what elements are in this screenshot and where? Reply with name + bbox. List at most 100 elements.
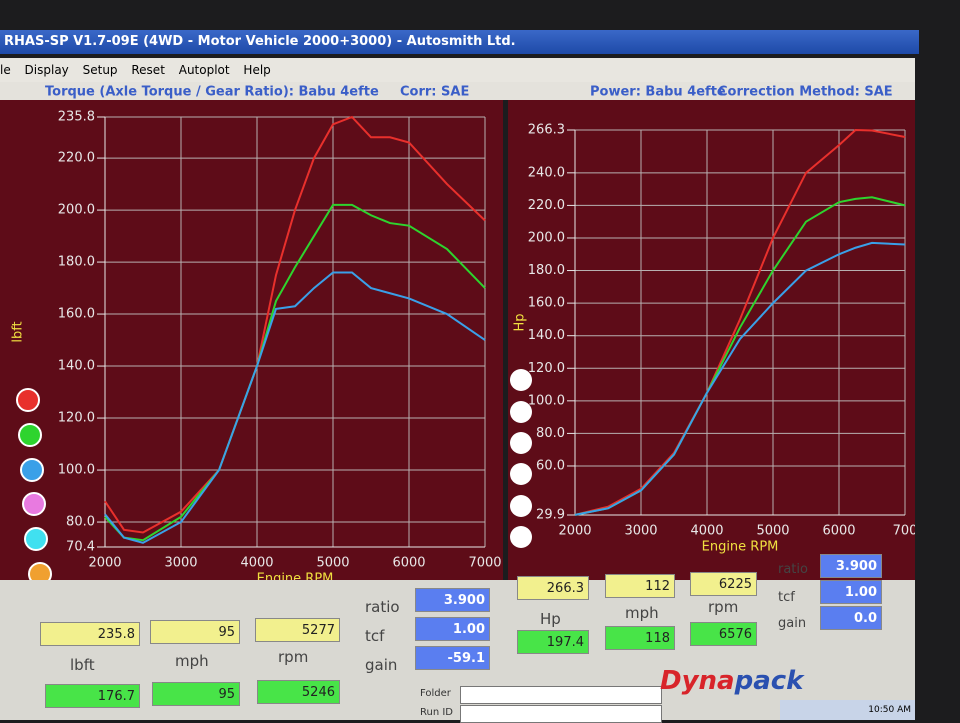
setting-label: ratio xyxy=(778,562,808,577)
y-tick-label: 140.0 xyxy=(58,359,95,374)
chart-title: Power: Babu 4efte xyxy=(590,85,726,100)
legend-dot[interactable] xyxy=(510,432,532,454)
y-tick-label: 180.0 xyxy=(528,263,565,278)
legend-dot[interactable] xyxy=(510,369,532,391)
x-tick-label: 3000 xyxy=(624,524,657,539)
y-tick-label: 160.0 xyxy=(58,307,95,322)
y-tick-label: 100.0 xyxy=(528,393,565,408)
legend-dot[interactable] xyxy=(510,463,532,485)
readout-label: mph xyxy=(175,652,209,670)
readout: 5277 xyxy=(255,618,340,642)
setting-label: tcf xyxy=(365,627,385,645)
x-tick-label: 7000 xyxy=(468,556,501,571)
y-tick-label: 200.0 xyxy=(58,203,95,218)
readout: 112 xyxy=(605,574,675,598)
y-tick-label: 80.0 xyxy=(536,426,565,441)
charts: Torque (Axle Torque / Gear Ratio): Babu … xyxy=(0,82,915,580)
y-tick-label: 70.4 xyxy=(66,540,95,555)
menu-bar: le Display Setup Reset Autoplot Help xyxy=(0,58,915,82)
y-tick-label: 220.0 xyxy=(528,198,565,213)
chart-subtitle: Correction Method: SAE xyxy=(718,85,893,100)
y-tick-label: 140.0 xyxy=(528,328,565,343)
legend-dot[interactable] xyxy=(510,401,532,423)
clock: 10:50 AM xyxy=(868,705,911,715)
y-tick-label: 235.8 xyxy=(58,110,95,125)
setting-label: ratio xyxy=(365,598,400,616)
setting-value[interactable]: -59.1 xyxy=(415,646,490,670)
readout: 95 xyxy=(152,682,240,706)
setting-value[interactable]: 1.00 xyxy=(415,617,490,641)
plot-background xyxy=(0,100,503,580)
y-tick-label: 120.0 xyxy=(58,411,95,426)
readout: 266.3 xyxy=(517,576,589,600)
setting-value[interactable]: 0.0 xyxy=(820,606,882,630)
x-axis-label: Engine RPM xyxy=(257,572,334,581)
legend-dot[interactable] xyxy=(28,562,52,580)
x-tick-label: 4000 xyxy=(240,556,273,571)
chart-header xyxy=(0,82,915,100)
legend-dot[interactable] xyxy=(510,495,532,517)
y-tick-label: 29.9 xyxy=(536,508,565,523)
setting-label: tcf xyxy=(778,590,795,605)
x-tick-label: 5000 xyxy=(316,556,349,571)
legend-dot[interactable] xyxy=(18,423,42,447)
text-input[interactable] xyxy=(460,686,662,704)
legend-dot[interactable] xyxy=(20,458,44,482)
legend-dot[interactable] xyxy=(24,527,48,551)
y-tick-label: 80.0 xyxy=(66,515,95,530)
y-tick-label: 160.0 xyxy=(528,296,565,311)
readout: 95 xyxy=(150,620,240,644)
logo-part: Dyna xyxy=(660,666,735,696)
readout-label: rpm xyxy=(708,598,739,616)
series-line xyxy=(104,115,486,534)
readout-label: mph xyxy=(625,604,659,622)
y-axis-label: Hp xyxy=(513,313,528,331)
setting-value[interactable]: 3.900 xyxy=(415,588,490,612)
series-line xyxy=(104,271,486,544)
logo-part: pack xyxy=(734,666,804,696)
y-tick-label: 100.0 xyxy=(58,463,95,478)
legend-dot[interactable] xyxy=(16,388,40,412)
readout: 5246 xyxy=(257,680,340,704)
setting-value[interactable]: 3.900 xyxy=(820,554,882,578)
readout-panel: 235.8 95 5277 lbft mph rpm 176.7 95 5246… xyxy=(0,554,915,723)
chart-subtitle: Corr: SAE xyxy=(400,85,469,100)
readout: 118 xyxy=(605,626,675,650)
y-tick-label: 240.0 xyxy=(528,165,565,180)
x-tick-label: 700 xyxy=(893,524,915,539)
taskbar: 10:50 AM xyxy=(780,700,915,720)
x-tick-label: 4000 xyxy=(690,524,723,539)
x-tick-label: 6000 xyxy=(822,524,855,539)
plot-background xyxy=(508,100,915,580)
y-tick-label: 120.0 xyxy=(528,361,565,376)
legend-dot[interactable] xyxy=(22,492,46,516)
readout: 235.8 xyxy=(40,622,140,646)
x-tick-label: 5000 xyxy=(756,524,789,539)
series-line xyxy=(574,241,906,516)
series-line xyxy=(104,203,486,542)
x-tick-label: 3000 xyxy=(164,556,197,571)
y-axis-label: lbft xyxy=(11,321,26,342)
setting-value[interactable]: 1.00 xyxy=(820,580,882,604)
legend-dot[interactable] xyxy=(510,526,532,548)
setting-label: gain xyxy=(778,616,807,631)
x-tick-label: 6000 xyxy=(392,556,425,571)
menu-item[interactable]: Display xyxy=(24,63,69,77)
logo: Dynapack xyxy=(660,666,803,696)
menu-item[interactable]: Autoplot xyxy=(178,63,230,77)
readout: 6225 xyxy=(690,572,757,596)
x-tick-label: 2000 xyxy=(88,556,121,571)
x-axis-label: Engine RPM xyxy=(702,540,779,555)
menu-item[interactable]: le xyxy=(0,63,11,77)
setting-label: gain xyxy=(365,656,398,674)
menu-item[interactable]: Reset xyxy=(131,63,165,77)
series-line xyxy=(574,128,906,516)
readout-label: Hp xyxy=(540,610,561,628)
text-input[interactable] xyxy=(460,705,662,723)
y-tick-label: 180.0 xyxy=(58,255,95,270)
menu-item[interactable]: Setup xyxy=(82,63,118,77)
chart-title: Torque (Axle Torque / Gear Ratio): Babu … xyxy=(45,85,379,100)
readout-label: rpm xyxy=(278,648,309,666)
menu-item[interactable]: Help xyxy=(243,63,271,77)
